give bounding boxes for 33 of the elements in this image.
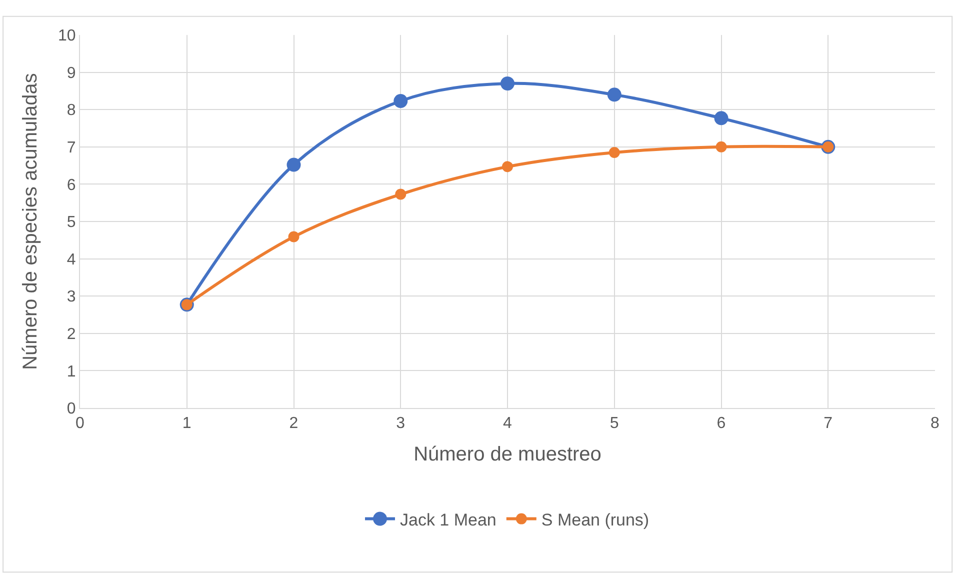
x-tick-label: 5	[610, 415, 619, 432]
x-axis-title: Número de muestreo	[414, 444, 602, 466]
point	[502, 161, 513, 172]
y-tick-label: 6	[66, 176, 76, 194]
x-tick-label: 3	[396, 415, 406, 432]
legend-label: Jack 1 Mean	[400, 510, 496, 530]
y-tick-label: 4	[66, 251, 76, 268]
x-tick-label: 6	[716, 415, 726, 432]
y-tick-label: 0	[66, 400, 76, 418]
x-tick-label: 1	[182, 415, 192, 432]
x-tick-label: 4	[503, 415, 512, 432]
x-tick-label: 7	[824, 415, 833, 432]
y-tick-label: 2	[66, 326, 76, 343]
y-tick-label: 7	[66, 140, 76, 156]
point	[395, 188, 406, 200]
point	[716, 141, 727, 152]
y-tick-label: 5	[66, 214, 76, 232]
point	[394, 94, 408, 108]
point	[500, 76, 514, 90]
y-tick-label: 3	[66, 288, 76, 306]
point	[286, 158, 301, 172]
point	[714, 111, 728, 126]
point	[607, 88, 622, 102]
point	[608, 147, 620, 158]
y-tick-label: 1	[66, 363, 76, 380]
y-tick-label: 8	[66, 102, 76, 120]
x-tick-label: 8	[930, 415, 940, 432]
y-tick-label: 9	[66, 64, 76, 82]
legend-label: S Mean (runs)	[541, 510, 650, 530]
y-axis-title: Número de especies acumuladas	[20, 73, 42, 370]
y-tick-label: 10	[58, 28, 76, 45]
point	[288, 231, 300, 242]
x-tick-label: 2	[289, 415, 298, 432]
